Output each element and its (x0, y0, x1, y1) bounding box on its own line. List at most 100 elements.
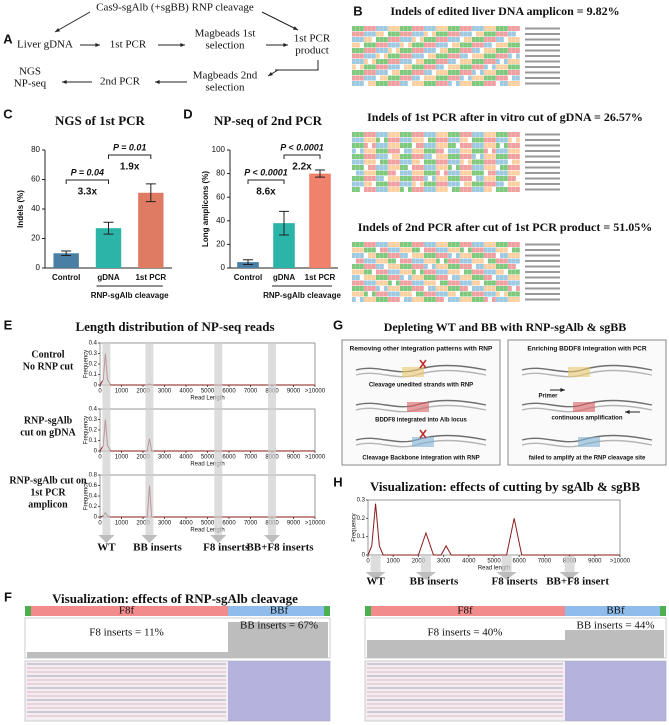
alignment-cell (368, 258, 372, 264)
alignment-cell (496, 187, 500, 192)
alignment-cell (384, 70, 388, 75)
alignment-cell (372, 181, 376, 187)
alignment-cell (372, 247, 376, 253)
x-tick-label: 5000 (487, 559, 501, 565)
track-label: F8f (457, 605, 473, 617)
alignment-cell (480, 297, 484, 302)
alignment-cell (480, 187, 484, 192)
alignment-cell (376, 253, 380, 258)
x-tick-label: 4000 (179, 521, 193, 527)
alignment-cell (352, 64, 356, 70)
alignment-cell (368, 75, 372, 81)
alignment-cell (500, 253, 504, 258)
arrow-head (293, 26, 298, 30)
alignment-cell (384, 48, 388, 53)
alignment-cell (440, 181, 444, 187)
alignment-cell (480, 154, 484, 159)
alignment-cell (480, 42, 484, 48)
alignment-cell (400, 275, 404, 280)
alignment-cell (516, 75, 520, 81)
alignment-cell (496, 165, 500, 170)
alignment-cell (428, 159, 432, 165)
alignment-cell (384, 53, 388, 59)
alignment-cell (388, 42, 392, 48)
alignment-cell (508, 242, 512, 247)
alignment-cell (492, 81, 496, 86)
alignment-cell (500, 59, 504, 64)
alignment-cell (392, 132, 396, 137)
read-count-stub (525, 60, 560, 63)
alignment-cell (356, 187, 360, 192)
alignment-cell (400, 26, 404, 31)
x-tick-label: 3000 (158, 521, 172, 527)
alignment-cell (436, 291, 440, 297)
alignment-cell (492, 176, 496, 181)
alignment-cell (436, 154, 440, 159)
alignment-cell (492, 53, 496, 59)
alignment-cell (368, 275, 372, 280)
alignment-cell (412, 264, 416, 269)
alignment-cell (412, 258, 416, 264)
alignment-cell (424, 143, 428, 148)
alignment-cell (384, 154, 388, 159)
alignment-cell (468, 286, 472, 291)
alignment-cell (484, 143, 488, 148)
alignment-cell (396, 291, 400, 297)
alignment-cell (420, 53, 424, 59)
alignment-cell (372, 187, 376, 192)
x-tick-label: gDNA (273, 273, 295, 282)
alignment-cell (460, 154, 464, 159)
alignment-cell (512, 132, 516, 137)
alignment-cell (396, 42, 400, 48)
alignment-cell (516, 26, 520, 31)
alignment-cell (412, 165, 416, 170)
alignment-cell (480, 247, 484, 253)
alignment-cell (360, 253, 364, 258)
alignment-cell (404, 143, 408, 148)
alignment-cell (392, 170, 396, 176)
alignment-cell (424, 165, 428, 170)
alignment-cell (384, 42, 388, 48)
alignment-cell (516, 137, 520, 143)
alignment-cell (484, 275, 488, 280)
alignment-cell (364, 53, 368, 59)
x-tick-label: 5000 (201, 389, 215, 395)
alignment-cell (504, 64, 508, 70)
alignment-cell (376, 258, 380, 264)
alignment-cell (360, 42, 364, 48)
read-count-stub (525, 271, 560, 273)
alignment-cell (436, 48, 440, 53)
alignment-cell (364, 81, 368, 86)
alignment-cell (500, 165, 504, 170)
alignment-cell (516, 253, 520, 258)
alignment-cell (504, 70, 508, 75)
alignment-cell (500, 53, 504, 59)
x-tick-label: 5000 (201, 521, 215, 527)
alignment-cell (428, 181, 432, 187)
alignment-cell (496, 59, 500, 64)
alignment-cell (488, 297, 492, 302)
alignment-cell (440, 132, 444, 137)
alignment-cell (412, 75, 416, 81)
alignment-cell (420, 137, 424, 143)
alignment-cell (508, 181, 512, 187)
alignment-cell (484, 187, 488, 192)
alignment-cell (512, 137, 516, 143)
alignment-cell (380, 181, 384, 187)
alignment-cell (444, 75, 448, 81)
alignment-cell (388, 286, 392, 291)
alignment-cell (436, 176, 440, 181)
alignment-cell (404, 253, 408, 258)
alignment-cell (400, 64, 404, 70)
alignment-cell (492, 159, 496, 165)
alignment-cell (436, 253, 440, 258)
alignment-cell (388, 275, 392, 280)
alignment-cell (364, 247, 368, 253)
flow-top: Cas9-sgAlb (+sgBB) RNP cleavage (96, 2, 254, 14)
alignment-cell (364, 264, 368, 269)
alignment-cell (436, 132, 440, 137)
alignment-cell (364, 159, 368, 165)
alignment-cell (508, 148, 512, 154)
alignment-cell (500, 176, 504, 181)
alignment-cell (408, 37, 412, 42)
